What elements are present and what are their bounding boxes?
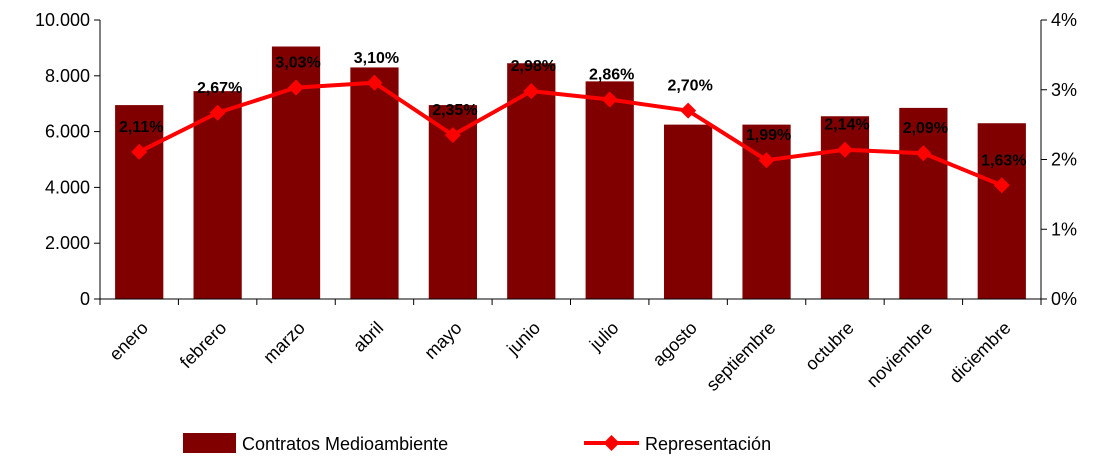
- representacion-marker: [836, 141, 853, 158]
- right-y-tick-label: 0%: [1051, 289, 1077, 309]
- x-tick-label: septiembre: [702, 318, 779, 395]
- bar-enero: [115, 105, 164, 299]
- representacion-data-label: 2,14%: [824, 117, 869, 134]
- bar-julio: [585, 81, 634, 299]
- representacion-data-label: 2,09%: [903, 120, 948, 137]
- legend-label-representacion: Representación: [645, 434, 771, 454]
- bars-layer: [115, 46, 1026, 300]
- left-y-tick-label: 8.000: [45, 66, 90, 86]
- legend-label-contratos: Contratos Medioambiente: [242, 434, 448, 454]
- left-y-tick-label: 4.000: [45, 177, 90, 197]
- x-tick-label: marzo: [259, 318, 309, 368]
- representacion-marker: [209, 104, 226, 121]
- x-tick-label: julio: [585, 318, 622, 355]
- right-y-tick-label: 1%: [1051, 219, 1077, 239]
- legend: Contratos Medioambiente Representación: [183, 433, 771, 454]
- representacion-data-label: 2,70%: [667, 78, 712, 95]
- bar-noviembre: [899, 107, 948, 299]
- left-y-tick-label: 0: [80, 289, 90, 309]
- left-y-tick-label: 2.000: [45, 233, 90, 253]
- labels-layer: enero febrero marzo abril mayo junio julio agos…: [105, 50, 1026, 395]
- representacion-marker: [993, 177, 1010, 194]
- representacion-marker: [288, 79, 305, 96]
- ticks-layer: 0 2.000 4.000 6.000 8.000 10.000 0% 1% 2% 3% 4%: [35, 10, 1077, 309]
- bar-junio: [507, 63, 556, 300]
- bar-diciembre: [977, 123, 1026, 299]
- representacion-marker: [601, 91, 618, 108]
- x-tick-label: junio: [502, 318, 544, 360]
- representacion-data-label: 2,86%: [589, 67, 634, 84]
- representacion-marker: [915, 145, 932, 162]
- right-y-tick-label: 3%: [1051, 80, 1077, 100]
- x-tick-label: diciembre: [945, 318, 1014, 387]
- representacion-marker: [680, 102, 697, 119]
- x-tick-label: febrero: [176, 318, 230, 372]
- line-layer: [131, 74, 1010, 194]
- x-tick-label: enero: [105, 318, 152, 365]
- legend-swatch-contratos: [183, 433, 236, 453]
- representacion-marker: [523, 83, 540, 100]
- representacion-data-label: 2,98%: [511, 58, 556, 75]
- representacion-marker: [366, 74, 383, 91]
- representacion-data-label: 3,10%: [354, 50, 399, 67]
- right-y-tick-label: 2%: [1051, 150, 1077, 170]
- representacion-marker: [758, 152, 775, 169]
- representacion-data-label: 1,63%: [981, 152, 1026, 169]
- representacion-marker: [444, 127, 461, 144]
- legend-marker-representacion: [603, 435, 620, 451]
- representacion-data-label: 2,35%: [432, 102, 477, 119]
- left-y-tick-label: 10.000: [35, 10, 90, 30]
- x-tick-label: agosto: [649, 318, 701, 370]
- bar-agosto: [664, 124, 713, 299]
- representacion-data-label: 2,11%: [119, 119, 163, 136]
- representacion-marker: [131, 143, 148, 160]
- x-tick-label: abril: [349, 318, 387, 356]
- x-tick-label: noviembre: [863, 318, 937, 392]
- representacion-line: [138, 80, 1003, 188]
- right-y-tick-label: 4%: [1051, 10, 1077, 30]
- bar-abril: [350, 67, 399, 300]
- representacion-data-label: 2,67%: [197, 80, 242, 97]
- representacion-data-label: 3,03%: [275, 55, 320, 72]
- representacion-data-label: 1,99%: [746, 127, 791, 144]
- bar-febrero: [193, 91, 242, 300]
- left-y-tick-label: 6.000: [45, 122, 90, 142]
- x-tick-label: mayo: [420, 318, 465, 363]
- x-tick-label: octubre: [801, 318, 858, 375]
